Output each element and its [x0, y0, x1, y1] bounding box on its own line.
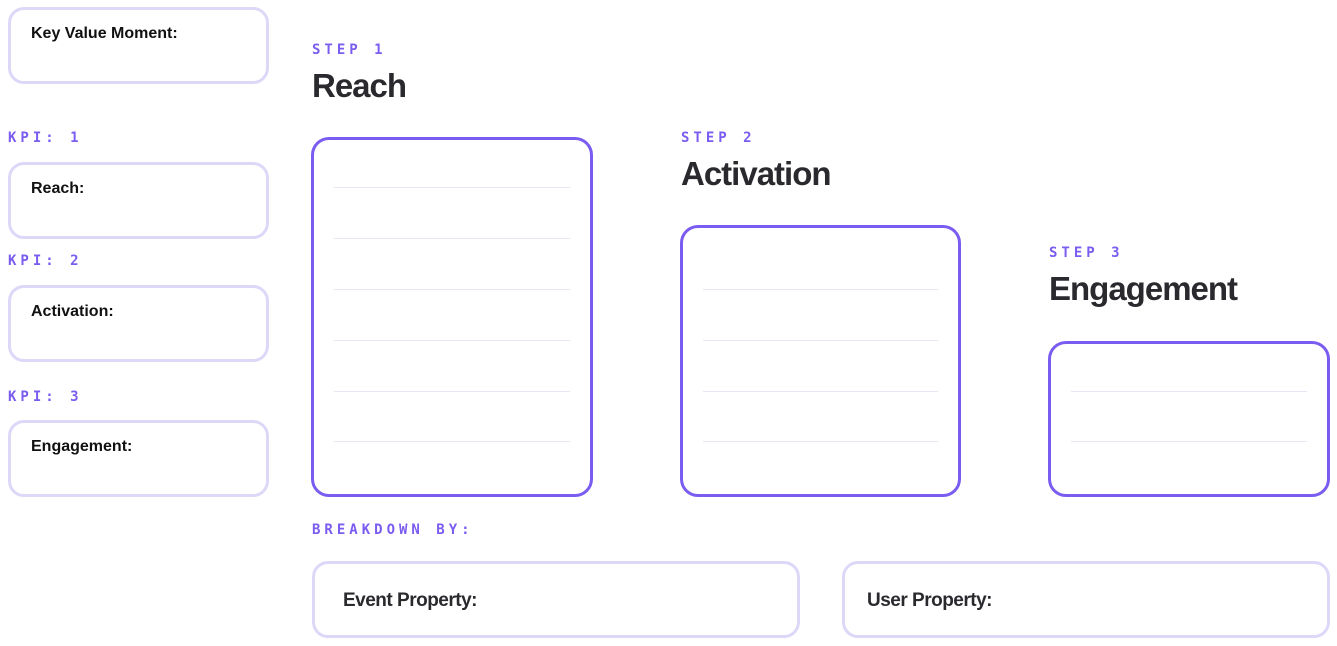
card-line: [334, 391, 570, 392]
kpi-engagement-label: Engagement:: [31, 438, 133, 455]
kpi-reach-box[interactable]: Reach:: [8, 162, 269, 239]
event-property-box[interactable]: Event Property:: [312, 561, 800, 638]
key-value-moment-label: Key Value Moment:: [31, 25, 178, 42]
card-line: [703, 340, 938, 341]
kpi-engagement-box[interactable]: Engagement:: [8, 420, 269, 497]
kpi-activation-label: Activation:: [31, 303, 114, 320]
step-3-card[interactable]: [1048, 341, 1330, 497]
card-line: [703, 391, 938, 392]
key-value-moment-box[interactable]: Key Value Moment:: [8, 7, 269, 84]
step-2-label: STEP 2: [681, 130, 756, 146]
user-property-label: User Property:: [867, 590, 993, 611]
step-2-card[interactable]: [680, 225, 961, 497]
user-property-box[interactable]: User Property:: [842, 561, 1330, 638]
step-2-title: Activation: [681, 155, 832, 192]
card-line: [703, 441, 938, 442]
card-line: [334, 238, 570, 239]
kpi-activation-box[interactable]: Activation:: [8, 285, 269, 362]
step-3-title: Engagement: [1049, 270, 1238, 307]
step-3-label: STEP 3: [1049, 245, 1124, 261]
step-1-card[interactable]: [311, 137, 593, 497]
kpi-3-label: KPI: 3: [8, 389, 83, 405]
card-line: [1071, 441, 1307, 442]
card-line: [1071, 391, 1307, 392]
card-line: [334, 340, 570, 341]
kpi-1-label: KPI: 1: [8, 130, 83, 146]
breakdown-label: BREAKDOWN BY:: [312, 522, 474, 538]
card-line: [703, 289, 938, 290]
kpi-reach-label: Reach:: [31, 180, 85, 197]
card-line: [334, 289, 570, 290]
step-1-label: STEP 1: [312, 42, 387, 58]
step-1-title: Reach: [312, 67, 407, 104]
card-line: [334, 187, 570, 188]
kpi-2-label: KPI: 2: [8, 253, 83, 269]
card-line: [334, 441, 570, 442]
event-property-label: Event Property:: [343, 590, 477, 611]
